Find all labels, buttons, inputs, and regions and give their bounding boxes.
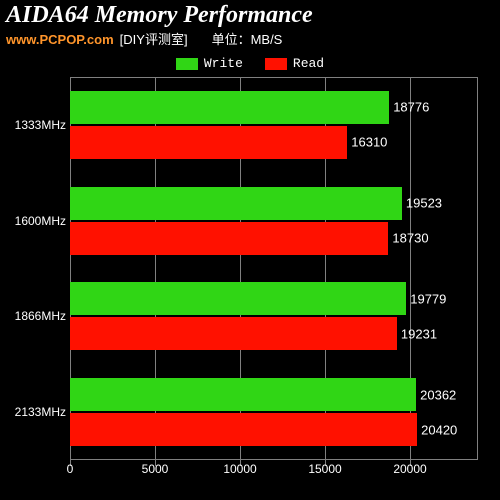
bar-groups: 1333MHz18776163101600MHz19523187301866MH… xyxy=(70,77,478,460)
bar-group: 2133MHz2036220420 xyxy=(70,364,478,460)
lab-label: [DIY评测室] xyxy=(120,29,188,48)
bar: 16310 xyxy=(70,126,347,159)
chart-subtitle: www.PCPOP.com [DIY评测室] 单位：MB/S xyxy=(6,29,494,48)
bar-value-label: 20420 xyxy=(421,422,465,437)
legend: Write Read xyxy=(0,56,500,71)
bar: 19523 xyxy=(70,187,402,220)
bar-group: 1333MHz1877616310 xyxy=(70,77,478,173)
bar-value-label: 19779 xyxy=(410,291,454,306)
legend-swatch-read xyxy=(265,58,287,70)
unit-label: 单位：MB/S xyxy=(212,29,283,48)
bar-value-label: 19231 xyxy=(401,326,445,341)
legend-swatch-write xyxy=(176,58,198,70)
category-label: 1866MHz xyxy=(10,309,66,323)
x-tick-label: 10000 xyxy=(223,462,256,476)
site-label: www.PCPOP.com xyxy=(6,32,114,47)
bar: 19231 xyxy=(70,317,397,350)
bar-value-label: 19523 xyxy=(406,196,450,211)
chart: 1333MHz18776163101600MHz19523187301866MH… xyxy=(10,75,490,490)
bar: 20362 xyxy=(70,378,416,411)
x-tick-label: 20000 xyxy=(393,462,426,476)
chart-header: AIDA64 Memory Performance www.PCPOP.com … xyxy=(0,0,500,48)
category-label: 1600MHz xyxy=(10,214,66,228)
bar: 18776 xyxy=(70,91,389,124)
bar-value-label: 20362 xyxy=(420,387,464,402)
chart-title: AIDA64 Memory Performance xyxy=(6,2,494,29)
bar-value-label: 18730 xyxy=(392,231,436,246)
x-tick-label: 0 xyxy=(67,462,74,476)
bar-group: 1866MHz1977919231 xyxy=(70,269,478,365)
legend-label-write: Write xyxy=(204,56,243,71)
legend-label-read: Read xyxy=(293,56,324,71)
legend-item-write: Write xyxy=(176,56,243,71)
x-tick-label: 15000 xyxy=(308,462,341,476)
category-label: 2133MHz xyxy=(10,405,66,419)
x-axis: 0 5000 10000 15000 20000 xyxy=(70,462,478,482)
bar: 18730 xyxy=(70,222,388,255)
bar-value-label: 18776 xyxy=(393,100,437,115)
legend-item-read: Read xyxy=(265,56,324,71)
bar-value-label: 16310 xyxy=(351,135,395,150)
bar-group: 1600MHz1952318730 xyxy=(70,173,478,269)
bar: 20420 xyxy=(70,413,417,446)
category-label: 1333MHz xyxy=(10,118,66,132)
bar: 19779 xyxy=(70,282,406,315)
x-tick-label: 5000 xyxy=(142,462,169,476)
plot-area: 1333MHz18776163101600MHz19523187301866MH… xyxy=(70,77,478,460)
